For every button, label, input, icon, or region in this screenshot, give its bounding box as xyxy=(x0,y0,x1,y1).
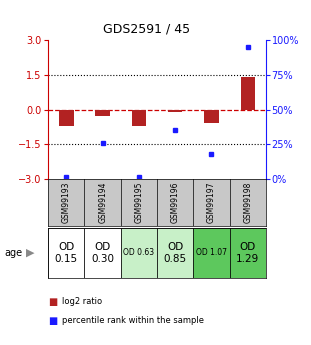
Bar xyxy=(168,110,183,112)
Text: OD
1.29: OD 1.29 xyxy=(236,242,259,264)
Text: percentile rank within the sample: percentile rank within the sample xyxy=(62,316,204,325)
Text: ■: ■ xyxy=(48,316,58,326)
Text: OD
0.15: OD 0.15 xyxy=(55,242,78,264)
Text: OD 1.07: OD 1.07 xyxy=(196,248,227,257)
Bar xyxy=(59,110,74,126)
Text: GSM99198: GSM99198 xyxy=(243,182,252,223)
Bar xyxy=(193,228,230,278)
Text: ■: ■ xyxy=(48,297,58,307)
Text: OD 0.63: OD 0.63 xyxy=(123,248,155,257)
Bar xyxy=(204,110,219,123)
Text: GSM99197: GSM99197 xyxy=(207,182,216,224)
Bar xyxy=(132,110,146,126)
Bar xyxy=(157,228,193,278)
Bar xyxy=(121,228,157,278)
Text: log2 ratio: log2 ratio xyxy=(62,297,102,306)
Text: GSM99193: GSM99193 xyxy=(62,182,71,224)
Text: GSM99194: GSM99194 xyxy=(98,182,107,224)
Text: GSM99195: GSM99195 xyxy=(134,182,143,224)
Text: GSM99196: GSM99196 xyxy=(171,182,180,224)
Bar xyxy=(95,110,110,116)
Bar xyxy=(48,228,85,278)
Bar xyxy=(85,228,121,278)
Text: OD
0.85: OD 0.85 xyxy=(164,242,187,264)
Text: ▶: ▶ xyxy=(26,248,34,258)
Text: age: age xyxy=(5,248,23,258)
Bar xyxy=(230,228,266,278)
Text: GDS2591 / 45: GDS2591 / 45 xyxy=(103,22,190,36)
Text: OD
0.30: OD 0.30 xyxy=(91,242,114,264)
Bar xyxy=(240,77,255,110)
